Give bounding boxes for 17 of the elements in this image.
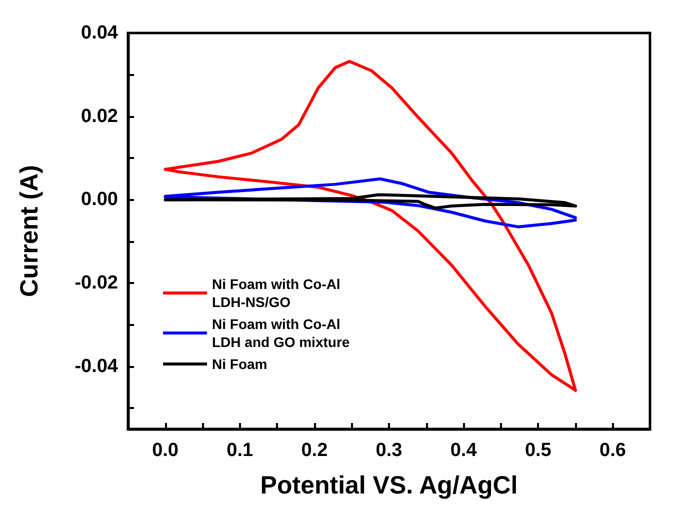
x-axis-title: Potential VS. Ag/AgCl <box>260 472 518 500</box>
x-tick-label: 0.0 <box>152 440 178 461</box>
legend-label: Ni Foam with Co-Al LDH-NS/GO <box>212 276 344 310</box>
x-tick-label: 0.6 <box>600 440 626 461</box>
x-tick-label: 0.5 <box>524 440 552 461</box>
legend-label: Ni Foam <box>212 356 268 372</box>
legend-label: Ni Foam with Co-Al LDH and GO mixture <box>212 316 350 350</box>
y-tick-label: 0.04 <box>81 22 118 44</box>
y-tick-label: -0.04 <box>74 356 118 377</box>
x-tick-label: 0.2 <box>301 440 328 461</box>
x-tick-label: 0.4 <box>450 440 478 461</box>
x-tick-label: 0.3 <box>376 440 402 461</box>
y-tick-label: -0.02 <box>74 272 118 294</box>
y-tick-label: 0.00 <box>81 189 118 210</box>
y-tick-label: 0.02 <box>81 106 118 127</box>
x-tick-label: 0.1 <box>226 440 254 461</box>
y-axis-title: Current (A) <box>16 165 44 297</box>
